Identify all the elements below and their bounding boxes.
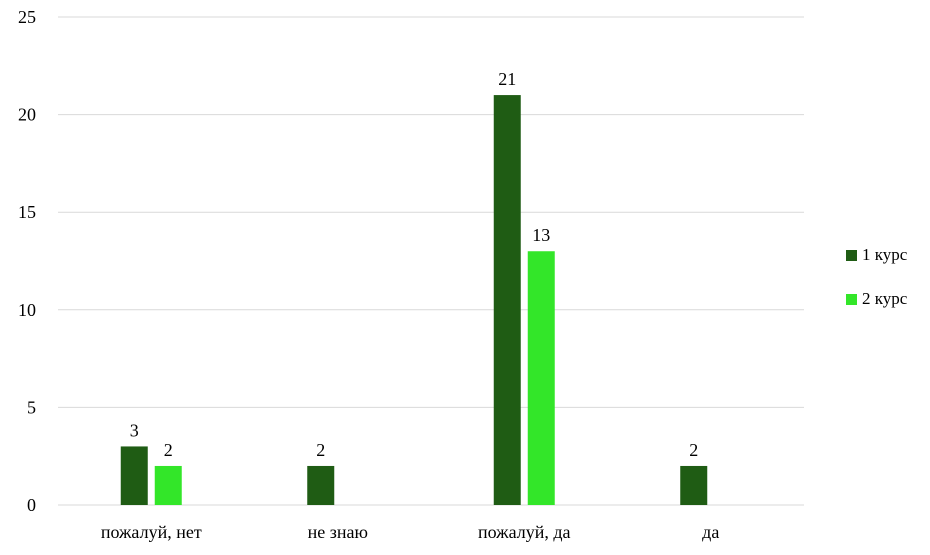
data-labels: 3 2 2 21 13 2 <box>130 69 699 460</box>
data-label: 2 <box>316 440 325 460</box>
x-tick-label: пожалуй, да <box>478 522 571 542</box>
legend-item-series-2: 2 курс <box>846 288 907 310</box>
x-axis-tick-labels: пожалуй, нет не знаю пожалуй, да да <box>101 522 720 542</box>
legend-item-series-1: 1 курс <box>846 244 907 266</box>
x-tick-label: да <box>702 522 719 542</box>
legend: 1 курс 2 курс <box>846 244 907 332</box>
data-label: 2 <box>164 440 173 460</box>
y-tick-label: 15 <box>18 202 36 222</box>
data-label: 13 <box>532 225 550 245</box>
y-tick-label: 0 <box>27 495 36 515</box>
y-tick-label: 20 <box>18 105 36 125</box>
y-tick-label: 10 <box>18 300 36 320</box>
legend-swatch-series-1 <box>846 249 857 261</box>
data-label: 21 <box>498 69 516 89</box>
bar <box>154 465 182 505</box>
x-tick-label: не знаю <box>308 522 368 542</box>
legend-label-series-1: 1 курс <box>862 245 908 264</box>
data-label: 3 <box>130 420 139 440</box>
data-label: 2 <box>689 440 698 460</box>
bar <box>493 95 521 505</box>
bars <box>120 95 708 505</box>
x-tick-label: пожалуй, нет <box>101 522 202 542</box>
y-tick-label: 25 <box>18 7 36 27</box>
bar <box>680 465 708 505</box>
y-tick-label: 5 <box>27 397 36 417</box>
bar <box>307 465 335 505</box>
y-axis-tick-labels: 0 5 10 15 20 25 <box>18 7 36 515</box>
legend-swatch-series-2 <box>846 293 857 305</box>
bar <box>120 446 148 505</box>
legend-label-series-2: 2 курс <box>862 289 908 308</box>
gridlines <box>58 16 804 506</box>
bar <box>527 251 555 505</box>
